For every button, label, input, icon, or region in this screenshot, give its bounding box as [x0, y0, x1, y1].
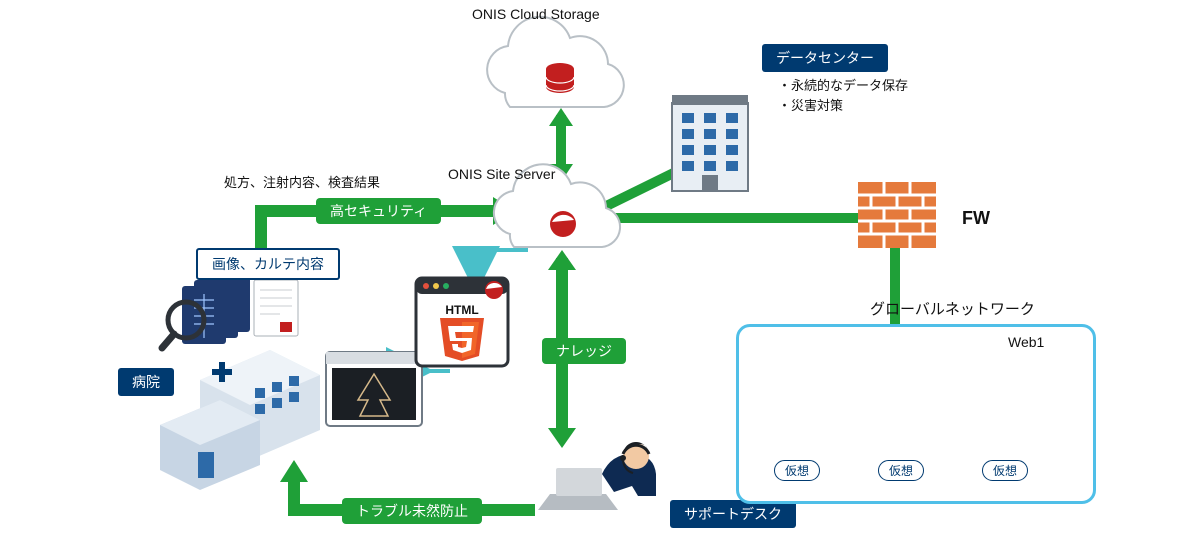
knowledge-pill: ナレッジ: [542, 338, 626, 364]
images-karte-label: 画像、カルテ内容: [196, 248, 340, 280]
xray-doc-icon: [162, 274, 298, 348]
web1-label: Web1: [1008, 334, 1044, 350]
support-person-icon: [538, 442, 656, 510]
vm-label-2: 仮想: [878, 460, 924, 481]
site-server-label: ONIS Site Server: [448, 166, 555, 182]
fw-label: FW: [962, 208, 990, 229]
hospital-icon: [160, 350, 320, 490]
firewall-icon: [858, 182, 936, 248]
global-network-label: グローバルネットワーク: [870, 298, 1035, 319]
viewer-window-icon: [326, 352, 422, 426]
html5-window-icon: HTML: [416, 278, 508, 366]
vm-label-3: 仮想: [982, 460, 1028, 481]
cloud-storage-icon: [487, 17, 624, 107]
datacenter-bullets: ・永続的なデータ保存 ・災害対策: [778, 76, 908, 115]
support-desk-label: サポートデスク: [670, 500, 796, 528]
cloud-storage-label: ONIS Cloud Storage: [472, 6, 600, 22]
datacenter-building-icon: [672, 95, 748, 191]
vm-label-1: 仮想: [774, 460, 820, 481]
hospital-label: 病院: [118, 368, 174, 396]
datacenter-label: データセンター: [762, 44, 888, 72]
security-pill: 高セキュリティ: [316, 198, 441, 224]
svg-text:HTML: HTML: [445, 303, 478, 317]
prescription-label: 処方、注射内容、検査結果: [224, 172, 380, 191]
trouble-pill: トラブル未然防止: [342, 498, 482, 524]
